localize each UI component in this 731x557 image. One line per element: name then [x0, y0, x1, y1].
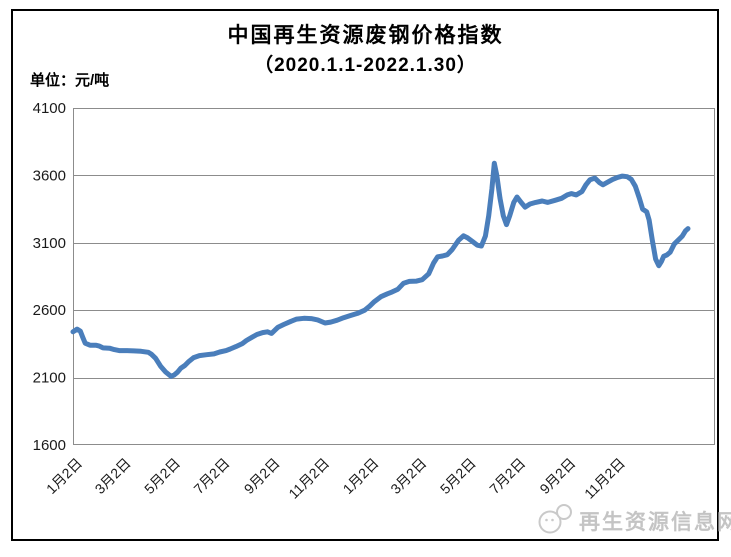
x-tick-label: 3月2日: [92, 455, 134, 497]
x-tick-label: 5月2日: [141, 455, 183, 497]
x-tick-label: 1月2日: [43, 455, 85, 497]
x-tick-label: 3月2日: [387, 455, 429, 497]
plot-border: [73, 108, 715, 445]
y-tick-label: 3600: [33, 167, 66, 184]
y-tick-label: 1600: [33, 437, 66, 454]
watermark-text: 再生资源信息网: [579, 511, 731, 534]
y-tick-label: 2600: [33, 302, 66, 319]
x-tick-label: 1月2日: [340, 455, 382, 497]
unit-label: 单位：元/吨: [30, 72, 110, 89]
y-tick-label: 2100: [33, 370, 66, 387]
x-tick-label: 7月2日: [190, 455, 232, 497]
x-tick-label: 7月2日: [486, 455, 528, 497]
x-tick-label: 5月2日: [437, 455, 479, 497]
x-tick-label: 9月2日: [241, 455, 283, 497]
watermark-logo-icon: [533, 500, 575, 543]
x-tick-label: 9月2日: [536, 455, 578, 497]
watermark: 再生资源信息网: [533, 502, 731, 540]
chart-subtitle: （2020.1.1-2022.1.30）: [254, 55, 477, 76]
price-index-line: [70, 160, 691, 379]
x-tick-label: 11月2日: [581, 455, 628, 502]
x-tick-label: 11月2日: [285, 455, 332, 502]
y-tick-label: 3100: [33, 235, 66, 252]
y-tick-label: 4100: [33, 100, 66, 117]
chart-frame: [11, 9, 719, 541]
chart-title: 中国再生资源废钢价格指数: [227, 24, 504, 47]
